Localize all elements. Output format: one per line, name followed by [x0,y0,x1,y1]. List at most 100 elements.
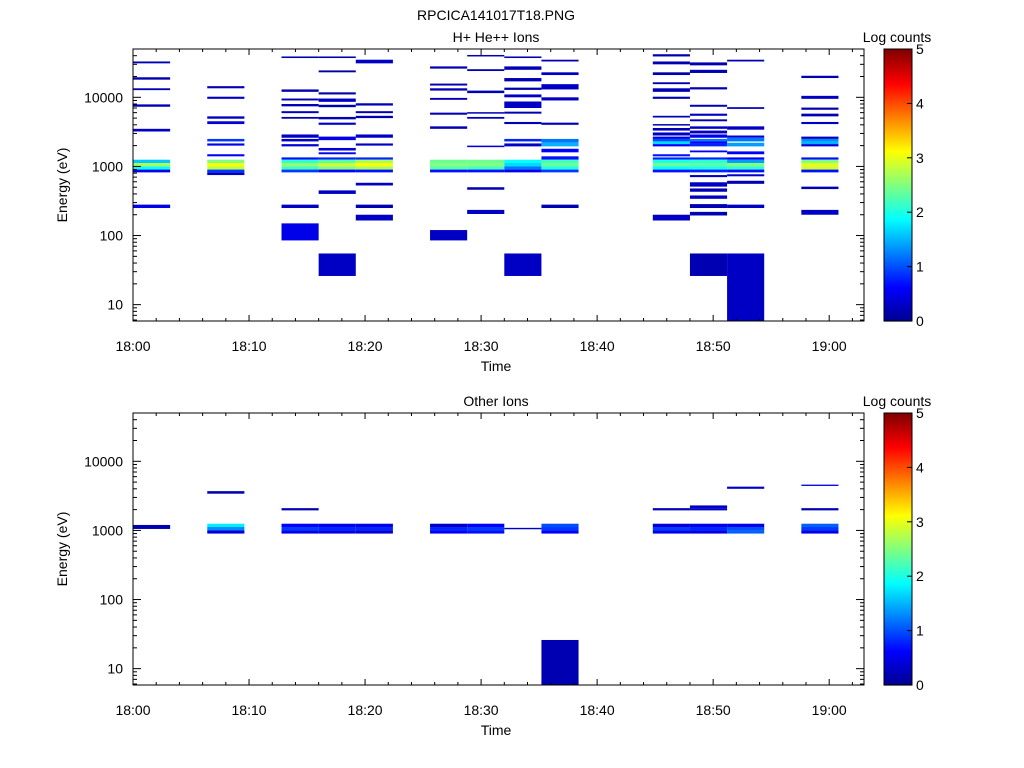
heatmap-cell [430,169,468,173]
heatmap-cell [541,523,579,528]
heatmap-cell [801,138,839,142]
colorbar-band [884,573,912,576]
heatmap-cell [430,97,468,100]
heatmap-cell [355,204,393,209]
colorbar-band [884,463,912,466]
colorbar-band [884,583,912,586]
heatmap-cell [504,143,542,147]
heatmap-cell [133,204,171,209]
heatmap-cell [430,166,468,170]
colorbar-band [884,111,912,114]
heatmap-cell [801,113,839,117]
heatmap-cell [727,159,765,164]
colorbar-band [884,497,912,500]
heatmap-cell [652,132,690,136]
colorbar-band [884,243,912,246]
colorbar-band [884,133,912,136]
heatmap-cell [318,253,356,276]
y-axis-label: Energy (eV) [54,512,70,587]
heatmap-cell [467,90,505,94]
colorbar-band [884,157,912,160]
heatmap-cell [318,98,356,102]
panel-other-ions: Other Ions 18:00 18:10 18:20 18:30 18:40 18:5… [54,393,931,738]
colorbar-band [884,219,912,222]
heatmap-cell [133,104,171,107]
x-tick-label: 18:10 [232,702,267,718]
heatmap-cell [207,166,245,170]
heatmap-cell [801,484,839,486]
axis-ticks: 18:00 18:10 18:20 18:30 18:40 18:50 19:00 10 100… [84,48,864,354]
colorbar-band [884,107,912,110]
heatmap-cell [318,104,356,108]
colorbar-band [884,569,912,572]
heatmap-cell [281,116,319,119]
heatmap-cell [652,141,690,145]
heatmap-cell [727,204,765,209]
heatmap-cell [689,166,728,170]
colorbar-band [884,191,912,194]
colorbar: 0 1 2 3 4 5 [883,405,924,693]
colorbar-band [884,447,912,450]
colorbar-band [884,567,912,570]
heatmap-cell [355,214,393,221]
heatmap-cell [133,61,171,64]
heatmap-cell [801,107,839,110]
heatmap-cell [318,70,356,73]
heatmap-cell [801,136,839,139]
heatmap-cell [504,169,542,173]
colorbar-band [884,647,912,650]
heatmap-cell [467,69,505,72]
colorbar-band [884,431,912,434]
colorbar-band [884,87,912,90]
colorbar-frame [883,48,913,322]
colorbar-band [884,639,912,642]
heatmap-cell [281,111,319,114]
heatmap-cell [318,56,356,59]
colorbar-band [884,665,912,668]
heatmap-cell [504,101,542,109]
heatmap-cell [467,112,505,114]
heatmap-cell [652,523,690,528]
colorbar-band [884,487,912,490]
colorbar-band [884,477,912,480]
heatmap-cell [689,134,728,138]
heatmap-cell [281,98,319,101]
colorbar-band [884,285,912,288]
heatmap-cell [727,137,765,142]
colorbar-band [884,549,912,552]
colorbar-band [884,551,912,554]
heatmap-cell [504,159,542,164]
colorbar-band [884,257,912,260]
colorbar-band [884,443,912,446]
colorbar-band [884,189,912,192]
colorbar-band [884,183,912,186]
heatmap-cell [727,527,765,531]
heatmap-cell [689,143,728,147]
colorbar-band [884,105,912,108]
y-axis-label: Energy (eV) [54,148,70,223]
colorbar-band [884,151,912,154]
colorbar-band [884,295,912,298]
heatmap-cell [318,190,356,194]
colorbar-band [884,215,912,218]
heatmap-cell [801,141,839,145]
colorbar-band [884,517,912,520]
heatmap-cell [801,157,839,160]
heatmap-cell [727,530,765,534]
panel-title: H+ He++ Ions [453,29,540,45]
colorbar-band [884,229,912,232]
heatmap-cell [689,527,728,531]
colorbar-band [884,597,912,600]
heatmap-cell [801,159,839,164]
colorbar-band [884,49,912,52]
heatmap-cell [541,97,579,101]
heatmap-cell [504,66,542,70]
heatmap-cell [689,211,728,216]
heatmap-cell [318,157,356,160]
heatmap-cell [652,127,690,131]
colorbar-band [884,445,912,448]
heatmap-cell [727,142,765,147]
heatmap-cell [318,163,356,167]
heatmap-cell [541,148,579,153]
panel-title: Other Ions [463,393,528,409]
